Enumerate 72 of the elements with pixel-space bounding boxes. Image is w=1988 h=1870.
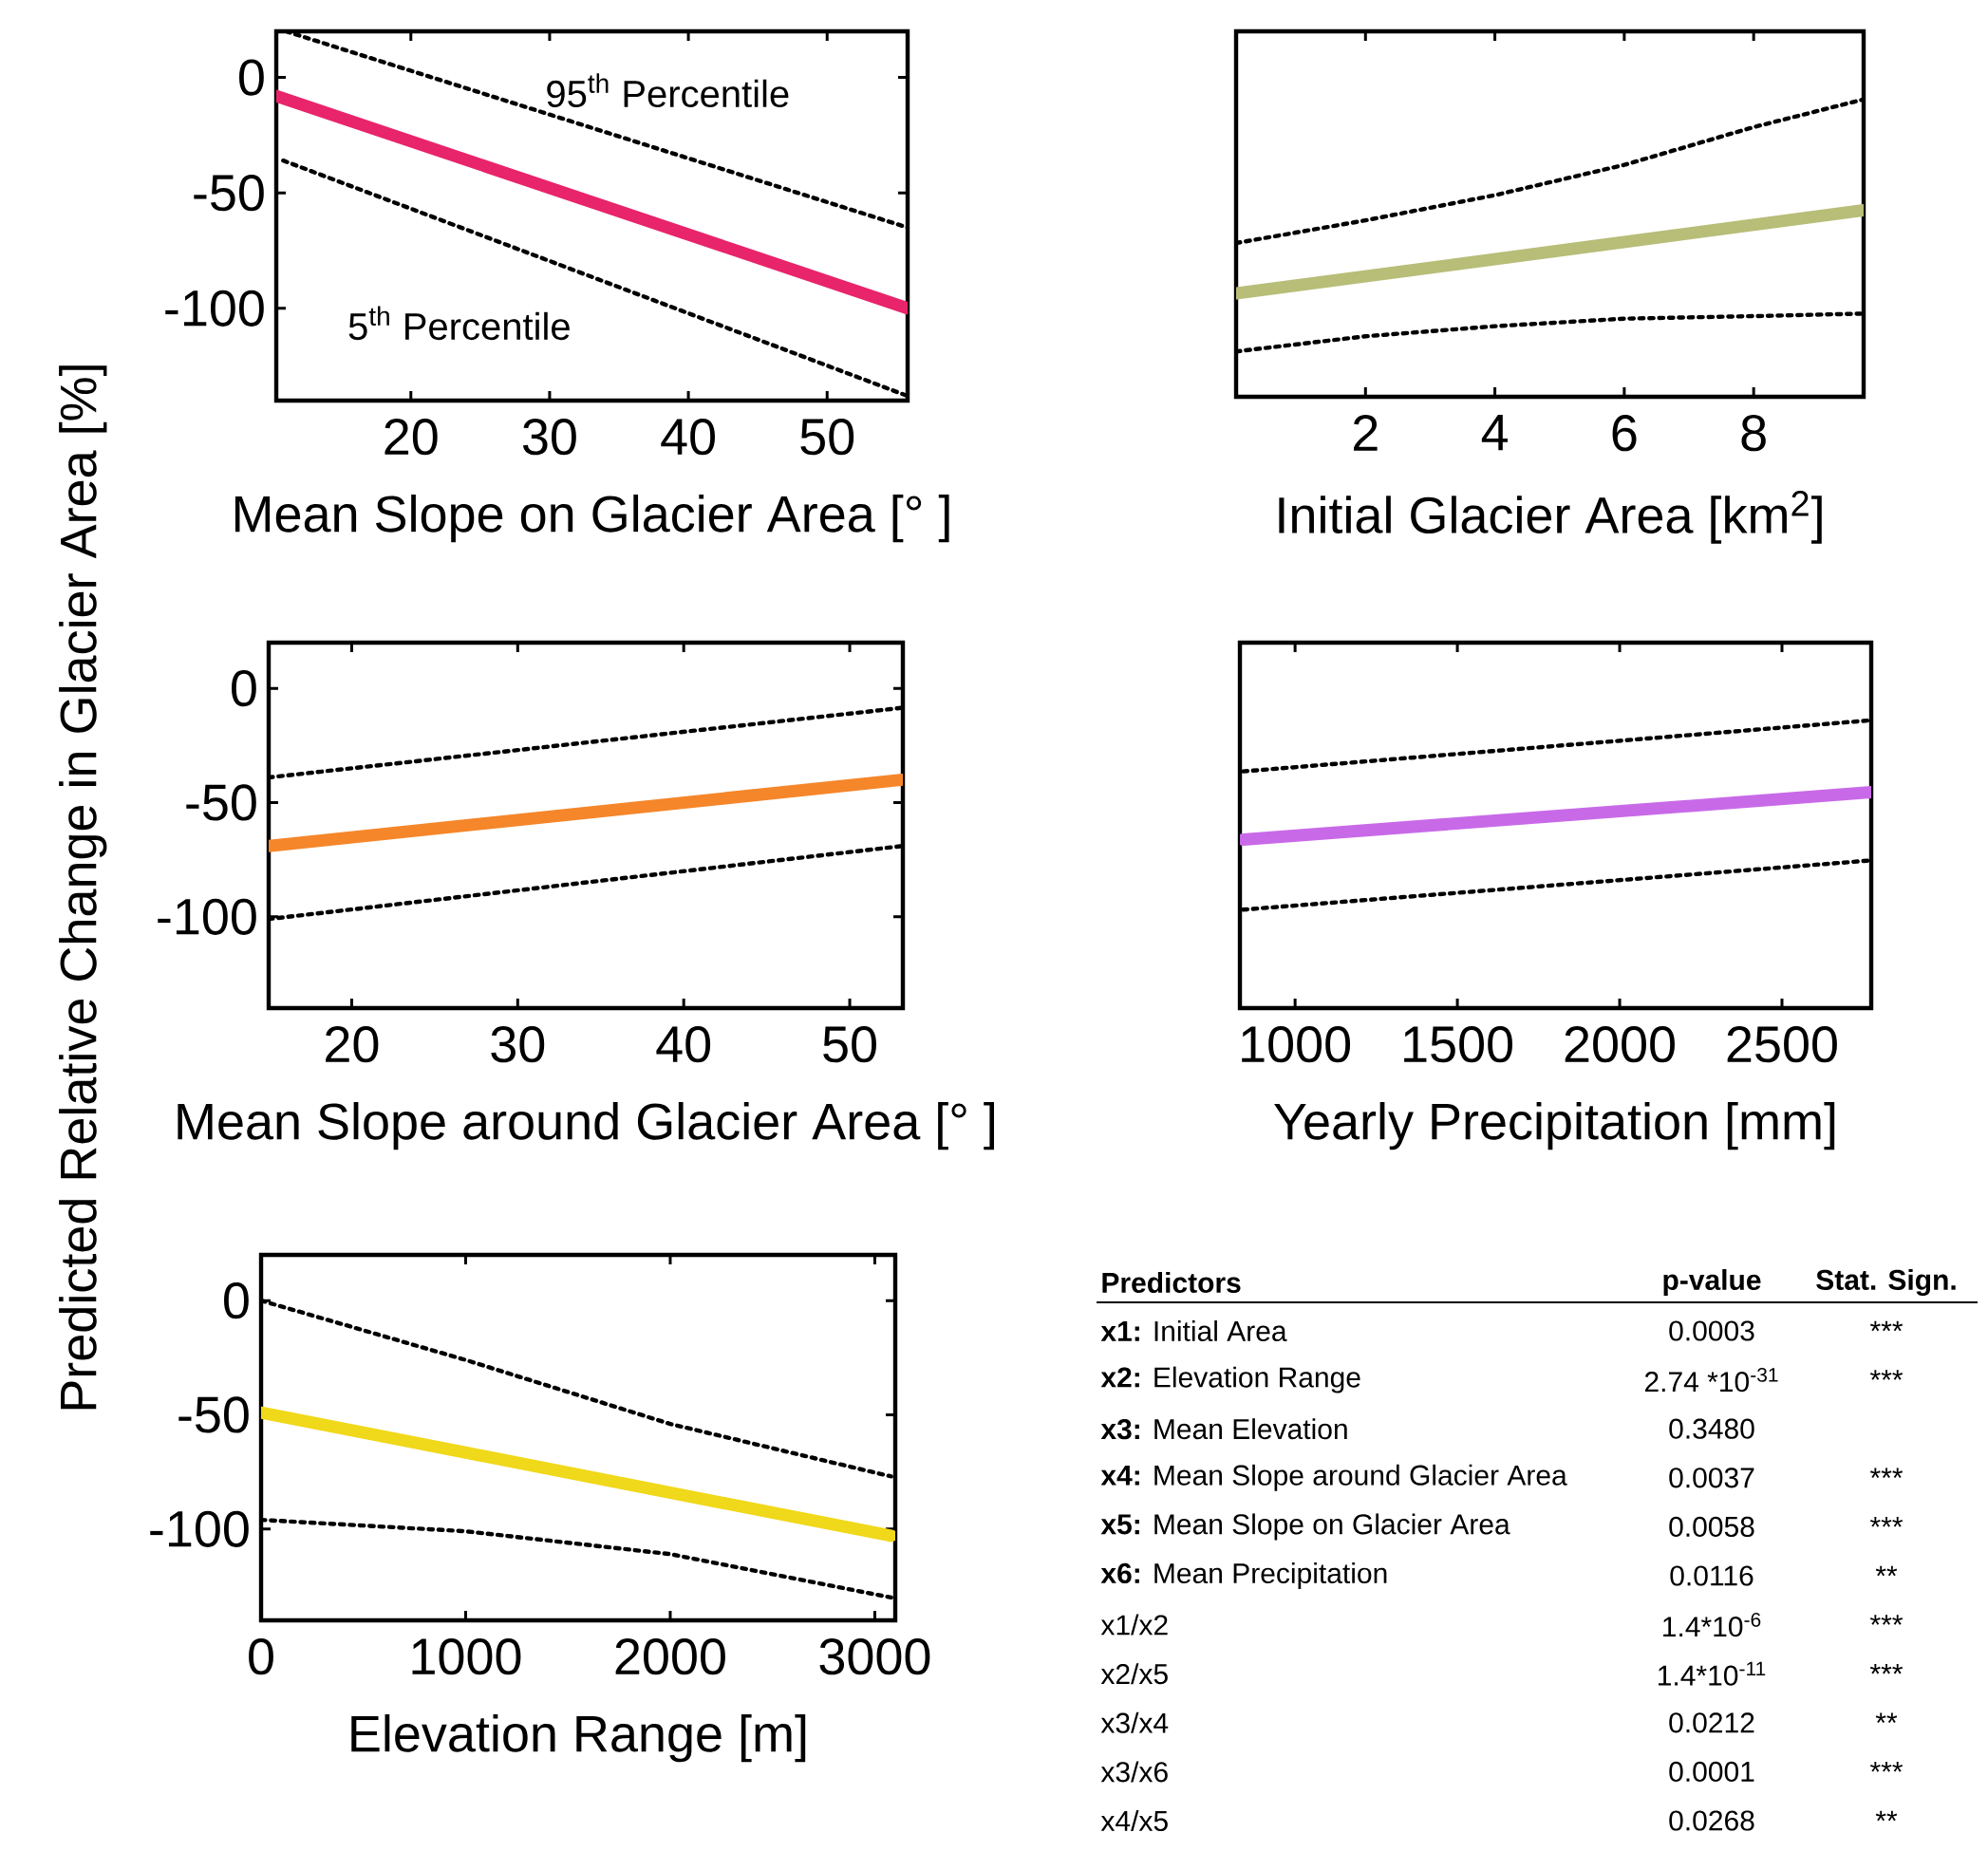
x-tick-label: 50 [823, 1026, 876, 1063]
text: *** [1869, 1517, 1904, 1527]
y-tick-label: -100 [150, 1510, 249, 1547]
x-tick-label: 4 [1481, 415, 1509, 451]
x-axis-title: Mean Slope around Glacier Area [° ] [178, 1102, 995, 1150]
x-tick-label: 2500 [1727, 1026, 1837, 1063]
annotation: 95$^{th}$ Percentile [547, 73, 789, 108]
text: *** [1869, 1615, 1904, 1625]
text: 2.74 *10$^{-31}$ [1644, 1367, 1778, 1393]
x-tick-label: 1000 [412, 1638, 521, 1675]
text: *** [1869, 1468, 1904, 1479]
text: x4: Mean Slope around Glacier Area [1100, 1464, 1567, 1491]
x-axis-title: Yearly Precipitation [mm] [1274, 1102, 1835, 1150]
text: 0.0058 [1669, 1516, 1754, 1538]
text: x3/x6 [1100, 1761, 1168, 1783]
annotation: 5$^{th}$ Percentile [348, 306, 570, 341]
text: x6: Mean Precipitation [1100, 1562, 1387, 1589]
y-tick-label: -50 [194, 175, 264, 212]
x-tick-label: 20 [384, 419, 438, 456]
text: ** [1875, 1810, 1898, 1822]
x-tick-label: 1500 [1404, 1026, 1513, 1063]
x-tick-label: 30 [522, 419, 576, 456]
y-tick-label: -100 [158, 898, 256, 935]
text: *** [1869, 1663, 1904, 1674]
y-tick-label: -50 [178, 1396, 249, 1433]
x-tick-label: 2000 [1565, 1026, 1675, 1063]
text: 1.4*10$^{-11}$ [1659, 1661, 1766, 1686]
text: 0.0037 [1669, 1468, 1754, 1488]
text: Stat. Sign. [1816, 1268, 1956, 1297]
text: x4/x5 [1100, 1810, 1168, 1832]
x-tick-label: 2 [1354, 415, 1378, 451]
text: 0.0003 [1669, 1320, 1754, 1341]
text: x1: Initial Area [1100, 1319, 1287, 1342]
text: ** [1875, 1712, 1898, 1724]
text: x3/x4 [1100, 1711, 1169, 1733]
text: 0.0212 [1669, 1712, 1754, 1733]
y-tick-label: 0 [239, 59, 264, 96]
line-series [261, 1517, 893, 1600]
x-tick-label: 3000 [819, 1638, 930, 1675]
x-tick-label: 1000 [1242, 1026, 1351, 1063]
x-tick-label: 8 [1741, 415, 1766, 452]
text: x3: Mean Elevation [1100, 1418, 1347, 1440]
text: 0.0001 [1669, 1761, 1754, 1783]
text: *** [1869, 1762, 1904, 1772]
text: 0.3480 [1669, 1418, 1754, 1439]
text: 0.0268 [1669, 1810, 1754, 1831]
y-axis-title: Predicted Relative Change in Glacier Area [%] [59, 365, 107, 1410]
x-tick-label: 20 [326, 1026, 379, 1063]
x-axis-title: Mean Slope on Glacier Area [° ] [234, 495, 949, 543]
text: 0.0116 [1670, 1565, 1754, 1586]
y-tick-label: -100 [165, 290, 264, 327]
text: *** [1869, 1370, 1904, 1380]
x-tick-label: 50 [800, 419, 854, 456]
text: Predictors [1102, 1271, 1241, 1294]
text: p-value [1663, 1269, 1761, 1296]
text: x1/x2 [1100, 1614, 1168, 1636]
text: x2/x5 [1100, 1663, 1168, 1685]
text: *** [1869, 1320, 1904, 1332]
x-axis-title: Initial Glacier Area [km$^{2}$] [1279, 491, 1822, 544]
text: ** [1875, 1565, 1898, 1577]
y-tick-label: 0 [224, 1282, 249, 1319]
x-tick-label: 30 [491, 1026, 545, 1063]
x-tick-label: 40 [656, 1026, 711, 1063]
x-tick-label: 6 [1612, 415, 1637, 452]
y-tick-label: 0 [232, 670, 256, 707]
x-tick-label: 2000 [615, 1638, 725, 1675]
text: 1.4*10$^{-6}$ [1663, 1612, 1761, 1637]
text: x2: Elevation Range [1100, 1366, 1360, 1393]
x-axis-title: Elevation Range [m] [351, 1714, 806, 1763]
y-tick-label: -50 [186, 784, 256, 821]
text: x5: Mean Slope on Glacier Area [1100, 1513, 1510, 1541]
x-tick-label: 40 [661, 419, 715, 456]
